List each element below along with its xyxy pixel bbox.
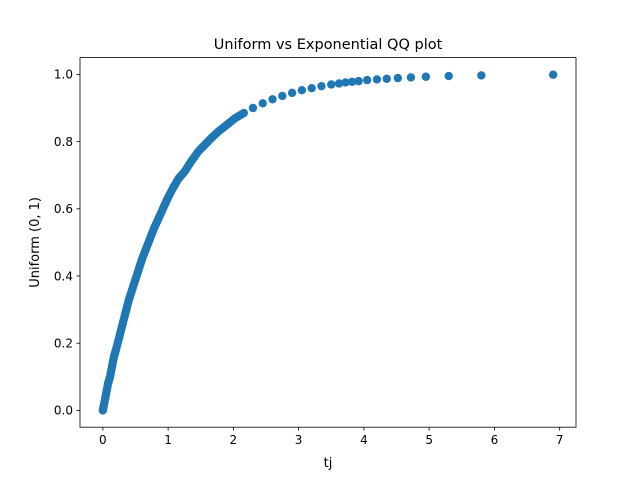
data-point — [362, 75, 372, 85]
data-point — [548, 70, 558, 79]
data-point — [372, 75, 382, 84]
data-point — [354, 76, 363, 86]
points-layer — [98, 70, 558, 415]
chart-title: Uniform vs Exponential QQ plot — [214, 37, 443, 53]
y-axis: 0.0 0.2 0.4 0.6 0.8 1.0 — [54, 68, 80, 418]
data-point — [317, 81, 326, 91]
x-tick-label: 1 — [164, 433, 172, 447]
x-tick-label: 5 — [425, 433, 433, 447]
y-tick-label: 0.2 — [54, 337, 73, 351]
data-point — [444, 71, 453, 81]
x-tick-label: 3 — [295, 433, 303, 447]
plot-frame — [79, 57, 577, 428]
data-point — [268, 95, 277, 104]
x-tick-label: 7 — [556, 433, 564, 447]
data-point — [334, 79, 344, 88]
y-tick-label: 0.4 — [54, 269, 73, 283]
y-tick-label: 1.0 — [54, 68, 73, 82]
data-point — [327, 80, 336, 89]
data-point — [287, 88, 297, 98]
y-tick-label: 0.6 — [54, 202, 73, 216]
data-point — [239, 108, 249, 118]
data-point — [278, 91, 287, 101]
x-tick-label: 4 — [360, 433, 368, 447]
y-axis-label: Uniform (0, 1) — [28, 197, 43, 288]
data-point — [248, 103, 258, 113]
data-point — [297, 85, 307, 95]
y-tick-label: 0.8 — [54, 135, 73, 149]
data-point — [382, 74, 391, 83]
x-tick-label: 2 — [230, 433, 238, 447]
data-point — [307, 83, 316, 93]
data-point — [421, 72, 431, 81]
y-tick-label: 0.0 — [54, 404, 73, 418]
x-tick-label: 6 — [491, 433, 499, 447]
data-point — [258, 99, 267, 108]
data-point — [347, 77, 357, 86]
data-point — [393, 73, 403, 83]
x-tick-label: 0 — [99, 433, 107, 447]
x-axis: 0 1 2 3 4 5 6 7 — [99, 427, 564, 447]
x-axis-label: tj — [324, 456, 333, 471]
data-point — [406, 73, 416, 82]
data-point — [341, 78, 350, 87]
data-point — [477, 71, 486, 80]
